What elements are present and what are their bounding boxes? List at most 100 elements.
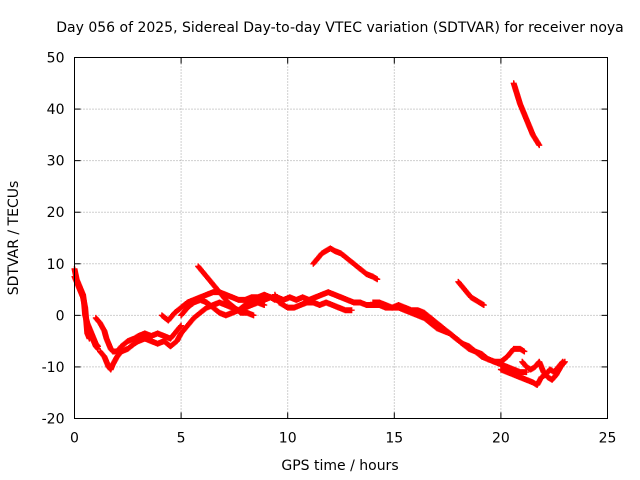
data-point bbox=[350, 309, 353, 312]
data-point bbox=[88, 327, 91, 330]
data-point bbox=[344, 309, 347, 312]
data-point bbox=[519, 371, 521, 373]
data-point bbox=[551, 379, 553, 381]
data-point bbox=[378, 301, 381, 304]
data-point bbox=[205, 306, 208, 309]
data-point bbox=[120, 350, 123, 353]
data-point bbox=[276, 296, 278, 299]
data-point bbox=[525, 366, 528, 368]
data-point bbox=[180, 306, 182, 309]
data-point bbox=[199, 299, 202, 301]
series-arc-5 bbox=[195, 263, 257, 319]
data-point bbox=[455, 337, 457, 340]
data-point bbox=[263, 299, 266, 301]
data-point bbox=[500, 368, 502, 371]
x-tick-label: 25 bbox=[599, 431, 617, 447]
data-point bbox=[86, 332, 89, 335]
series-arc-11 bbox=[455, 278, 487, 309]
data-point bbox=[92, 337, 95, 340]
data-point bbox=[84, 314, 86, 317]
data-point bbox=[169, 345, 172, 348]
data-point bbox=[218, 311, 221, 314]
data-point bbox=[293, 306, 295, 309]
data-point bbox=[163, 335, 165, 337]
data-point bbox=[233, 306, 236, 309]
data-point bbox=[150, 335, 153, 337]
x-tick-label: 15 bbox=[385, 431, 403, 447]
data-point bbox=[416, 314, 419, 317]
data-point bbox=[218, 301, 221, 304]
data-point bbox=[429, 322, 432, 324]
series-arc-14 bbox=[510, 80, 543, 149]
x-axis-label: GPS time / hours bbox=[281, 458, 398, 474]
data-point bbox=[321, 293, 323, 296]
data-point bbox=[282, 304, 285, 306]
data-point bbox=[487, 358, 489, 360]
data-point bbox=[86, 322, 89, 324]
data-point bbox=[173, 311, 176, 314]
data-point bbox=[474, 350, 477, 353]
data-point bbox=[212, 291, 214, 293]
data-point bbox=[201, 270, 204, 273]
y-tick-label: 40 bbox=[47, 102, 65, 118]
data-point bbox=[252, 314, 255, 317]
data-point bbox=[470, 296, 472, 299]
data-point bbox=[133, 337, 135, 340]
marker-path bbox=[455, 278, 487, 309]
data-point bbox=[257, 296, 259, 299]
y-tick-label: 30 bbox=[47, 154, 65, 170]
axis-ticks: 0 5 10 15 20 25 -20 -10 0 10 20 30 40 50 bbox=[42, 51, 617, 447]
data-point bbox=[244, 299, 246, 301]
data-point bbox=[478, 301, 481, 304]
data-point bbox=[516, 92, 518, 95]
data-point bbox=[212, 306, 214, 309]
data-point bbox=[186, 306, 189, 309]
data-point bbox=[493, 360, 496, 363]
data-point bbox=[436, 322, 438, 324]
data-point bbox=[365, 304, 368, 306]
data-point bbox=[269, 296, 272, 299]
grid bbox=[74, 57, 608, 419]
marker-path bbox=[510, 80, 543, 149]
data-point bbox=[144, 337, 146, 340]
data-point bbox=[512, 368, 515, 371]
data-point bbox=[528, 126, 531, 128]
data-point bbox=[239, 311, 242, 314]
data-point bbox=[163, 340, 165, 342]
data-point bbox=[116, 350, 118, 353]
data-point bbox=[333, 293, 336, 296]
data-point bbox=[237, 299, 240, 301]
data-point bbox=[404, 309, 406, 312]
data-point bbox=[137, 335, 140, 337]
data-point bbox=[308, 299, 310, 301]
data-point bbox=[180, 314, 182, 317]
data-point bbox=[535, 139, 537, 141]
data-point bbox=[112, 363, 114, 366]
data-point bbox=[214, 286, 217, 288]
data-point bbox=[397, 306, 400, 309]
y-tick-label: 0 bbox=[56, 308, 65, 324]
data-point bbox=[542, 371, 545, 373]
data-point bbox=[176, 330, 178, 332]
data-point bbox=[423, 311, 425, 314]
data-point bbox=[525, 371, 528, 373]
data-point bbox=[500, 360, 502, 363]
data-point bbox=[103, 330, 106, 332]
series-arc-6 bbox=[178, 296, 268, 319]
data-point bbox=[237, 309, 240, 312]
data-point bbox=[549, 368, 551, 371]
data-point bbox=[480, 353, 483, 355]
data-point bbox=[321, 252, 323, 255]
data-point bbox=[325, 250, 327, 252]
data-point bbox=[231, 311, 234, 314]
data-point bbox=[225, 314, 227, 317]
data-point bbox=[519, 103, 521, 105]
data-point bbox=[532, 381, 534, 384]
data-point bbox=[536, 384, 538, 386]
data-point bbox=[538, 144, 541, 146]
data-point bbox=[282, 299, 285, 301]
data-point bbox=[127, 348, 129, 350]
data-point bbox=[359, 301, 361, 304]
data-point bbox=[519, 376, 521, 379]
data-point bbox=[263, 293, 266, 296]
